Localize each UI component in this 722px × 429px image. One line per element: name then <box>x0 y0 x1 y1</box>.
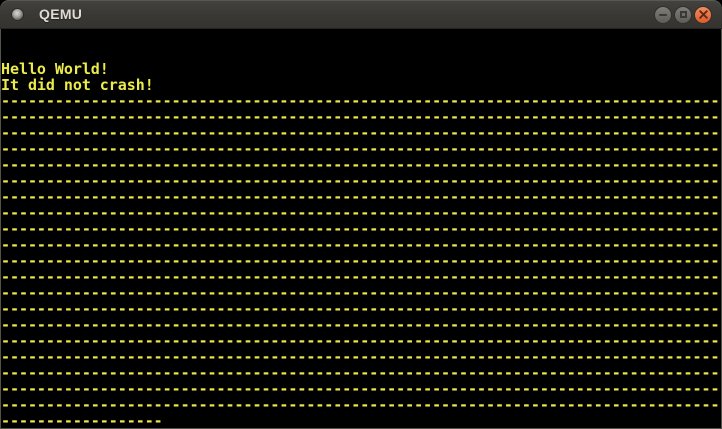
close-button[interactable] <box>694 5 712 24</box>
terminal-line: ----------------------------------------… <box>1 157 720 173</box>
terminal-line: It did not crash! <box>1 77 154 93</box>
terminal-line <box>1 45 721 61</box>
terminal-line: ----------------------------------------… <box>1 237 720 253</box>
maximize-button[interactable] <box>674 5 692 24</box>
terminal-line: ----------------------------------------… <box>1 397 720 413</box>
terminal-line <box>1 29 721 45</box>
terminal-line: ----------------------------------------… <box>1 365 720 381</box>
minimize-icon <box>659 13 667 16</box>
terminal-line: Hello World! <box>1 61 109 77</box>
maximize-icon <box>679 11 687 18</box>
terminal-line: ----------------------------------------… <box>1 381 720 397</box>
close-icon <box>698 10 708 19</box>
terminal-line: ----------------------------------------… <box>1 221 720 237</box>
vga-display: Hello World! It did not crash! -----------… <box>0 29 722 429</box>
terminal-line: ----------------------------------------… <box>1 189 720 205</box>
window-controls <box>654 0 712 29</box>
terminal-line: ----------------------------------------… <box>1 349 720 365</box>
terminal-line: ----------------------------------------… <box>1 141 720 157</box>
terminal-line: ----------------------------------------… <box>1 205 720 221</box>
terminal-line: ----------------------------------------… <box>1 173 720 189</box>
terminal-line: ----------------------------------------… <box>1 333 720 349</box>
terminal-line: ----------------------------------------… <box>1 285 720 301</box>
window-menu-icon[interactable] <box>11 7 24 21</box>
terminal-line: ----------------------------------------… <box>1 253 720 269</box>
terminal-line: ----------------------------------------… <box>1 317 720 333</box>
terminal-line: ----------------------------------------… <box>1 109 720 125</box>
window-title: QEMU <box>39 6 83 22</box>
terminal-line: ------------------ <box>1 413 163 429</box>
terminal-line: ----------------------------------------… <box>1 125 720 141</box>
terminal-line: ----------------------------------------… <box>1 269 720 285</box>
titlebar[interactable]: QEMU <box>0 0 722 29</box>
terminal-line: ----------------------------------------… <box>1 93 720 109</box>
terminal-line: ----------------------------------------… <box>1 301 720 317</box>
minimize-button[interactable] <box>654 5 672 24</box>
